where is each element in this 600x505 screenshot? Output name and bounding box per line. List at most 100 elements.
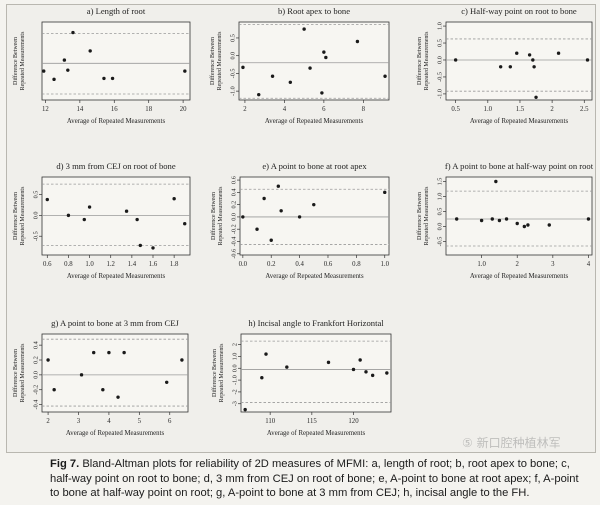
x-axis-label: Average of Repeated Measurements <box>66 430 165 437</box>
x-tick-label: 1.6 <box>149 261 158 268</box>
data-point <box>260 376 264 380</box>
data-point <box>110 76 115 81</box>
data-point <box>453 58 458 62</box>
x-axis-label: Average of Repeated Measurements <box>67 118 166 125</box>
y-axis-label: Difference BetweenRepeated Measurements <box>12 186 26 245</box>
plot-frame <box>41 176 191 256</box>
data-point <box>101 388 105 392</box>
y-tick-label: 0.2 <box>230 201 237 209</box>
data-point <box>52 388 56 392</box>
y-tick-label: 1.0 <box>436 22 443 30</box>
data-point <box>42 69 46 73</box>
data-point <box>494 179 498 184</box>
y-tick-label: 0.4 <box>32 341 39 349</box>
data-point <box>454 217 459 221</box>
x-tick-label: 1.4 <box>128 261 137 268</box>
data-point <box>243 407 247 412</box>
x-tick-label: 1.0 <box>477 261 486 268</box>
y-axis-label-line: Difference Between <box>12 349 19 397</box>
data-point <box>322 50 326 54</box>
y-tick-label: 0.0 <box>436 56 443 64</box>
data-point <box>556 51 561 55</box>
y-tick-label: 1.5 <box>436 178 443 186</box>
chart-title: g) A point to bone at 3 mm from CEJ <box>51 318 179 328</box>
y-axis-label-line: Repeated Measurements <box>219 343 225 402</box>
data-point <box>490 217 494 221</box>
y-axis-label-line: Repeated Measurements <box>217 31 223 90</box>
chart-c: c) Half-way point on root to bone 0.5 1.0 1… <box>416 6 593 125</box>
data-point <box>151 246 155 250</box>
data-point <box>46 358 50 362</box>
chart-g: g) A point to bone at 3 mm from CEJ 2 3 4 5 6… <box>12 318 189 437</box>
data-point <box>257 92 261 97</box>
x-axis-label: Average of Repeated Measurements <box>470 273 569 280</box>
data-point <box>270 74 275 78</box>
data-point <box>531 58 535 62</box>
x-tick-label: 4 <box>587 261 591 268</box>
y-tick-label: 0.0 <box>230 213 237 221</box>
data-point <box>504 217 509 221</box>
chart-title: f) A point to bone at half-way point on … <box>445 161 594 171</box>
chart-d: d) 3 mm from CEJ on root of bone 0.6 0.8 1.… <box>12 161 191 280</box>
watermark: ⑤ 新口腔种植林军 <box>462 436 561 450</box>
y-tick-label: 0.2 <box>32 356 39 364</box>
data-point <box>351 367 356 372</box>
x-tick-label: 6 <box>322 106 326 113</box>
data-point <box>269 238 273 242</box>
data-point <box>370 373 375 378</box>
data-point <box>276 184 281 188</box>
data-point <box>88 49 92 53</box>
x-tick-label: 1.2 <box>106 261 115 268</box>
data-point <box>479 218 484 223</box>
x-tick-label: 3 <box>551 261 555 268</box>
y-tick-label: -3 <box>231 401 238 406</box>
chart-h: h) Incisal angle to Frankfort Horizontal… <box>211 318 392 437</box>
y-axis-label-line: Repeated Measurements <box>218 186 224 245</box>
plot-frame <box>445 176 593 256</box>
y-tick-label: 0.0 <box>231 364 238 372</box>
data-point <box>527 53 532 57</box>
y-axis-label-line: Repeated Measurements <box>424 31 430 90</box>
caption-text: Bland-Altman plots for reliability of 2D… <box>50 458 579 499</box>
x-tick-label: 1.0 <box>380 261 389 268</box>
y-axis-label-line: Difference Between <box>12 37 19 85</box>
data-point <box>255 227 259 231</box>
x-tick-label: 2 <box>550 106 554 113</box>
x-axis-label: Average of Repeated Measurements <box>267 430 366 437</box>
y-tick-label: -0.5 <box>229 69 236 79</box>
y-axis-label-line: Difference Between <box>209 37 216 85</box>
y-axis-label-line: Repeated Measurements <box>20 343 26 402</box>
chart-title: c) Half-way point on root to bone <box>461 6 577 16</box>
data-point <box>241 65 245 70</box>
y-tick-label: -0.5 <box>436 72 443 82</box>
chart-a: a) Length of root 12 14 16 18 20 Average of Re… <box>12 6 191 125</box>
data-point <box>66 68 70 72</box>
y-tick-label: -1.0 <box>436 89 443 99</box>
x-tick-label: 1.0 <box>484 106 493 113</box>
x-tick-label: 12 <box>42 106 49 113</box>
data-point <box>534 95 538 99</box>
data-point <box>138 243 143 248</box>
data-point <box>180 358 184 362</box>
y-axis-label: Difference BetweenRepeated Measurements <box>12 31 26 90</box>
plot-frame <box>41 21 191 101</box>
plot-frame <box>239 176 390 256</box>
data-point <box>308 66 312 70</box>
data-point <box>102 76 106 81</box>
chart-title: h) Incisal angle to Frankfort Horizontal <box>248 318 384 328</box>
x-tick-label: 16 <box>111 106 118 113</box>
chart-title: a) Length of root <box>87 6 146 16</box>
y-tick-label: 0.0 <box>32 371 39 379</box>
x-tick-label: 0.8 <box>352 261 361 268</box>
x-axis-label: Average of Repeated Measurements <box>265 273 364 280</box>
plot-frame <box>445 21 593 101</box>
y-tick-label: 0.5 <box>32 191 39 199</box>
y-axis-label-line: Repeated Measurements <box>20 31 26 90</box>
x-tick-label: 20 <box>180 106 187 113</box>
data-point <box>385 371 389 375</box>
data-point <box>183 69 187 73</box>
y-axis-label-line: Difference Between <box>416 37 423 85</box>
y-axis-label: Difference BetweenRepeated Measurements <box>416 186 430 245</box>
y-tick-label: 0.0 <box>229 52 236 60</box>
x-tick-label: 18 <box>145 106 152 113</box>
